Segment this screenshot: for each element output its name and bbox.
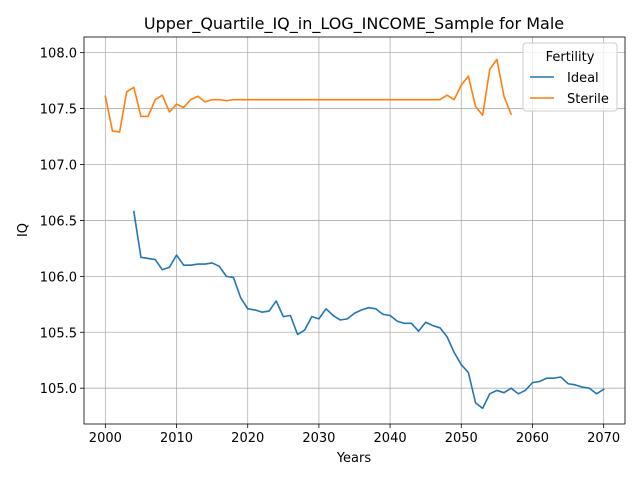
- legend-label-ideal: Ideal: [567, 71, 599, 86]
- y-tick-label: 106.5: [40, 214, 77, 229]
- x-tick-label: 2070: [587, 431, 620, 446]
- x-tick-label: 2000: [89, 431, 122, 446]
- y-tick-label: 105.5: [40, 326, 77, 341]
- x-tick-label: 2020: [231, 431, 264, 446]
- y-tick-label: 105.0: [40, 382, 77, 397]
- legend-label-sterile: Sterile: [567, 92, 609, 107]
- x-axis-title: Years: [336, 451, 372, 466]
- chart-title: Upper_Quartile_IQ_in_LOG_INCOME_Sample f…: [144, 14, 564, 34]
- y-tick-label: 106.0: [40, 270, 77, 285]
- x-tick-label: 2060: [516, 431, 549, 446]
- x-tick-label: 2010: [160, 431, 193, 446]
- x-tick-label: 2030: [302, 431, 335, 446]
- legend: Fertility Ideal Sterile: [523, 43, 617, 111]
- legend-title: Fertility: [546, 50, 595, 65]
- y-tick-label: 108.0: [40, 47, 77, 62]
- y-tick-label: 107.5: [40, 103, 77, 118]
- y-tick-label: 107.0: [40, 159, 77, 174]
- x-tick-label: 2050: [445, 431, 478, 446]
- y-axis-title: IQ: [16, 223, 31, 237]
- x-tick-label: 2040: [374, 431, 407, 446]
